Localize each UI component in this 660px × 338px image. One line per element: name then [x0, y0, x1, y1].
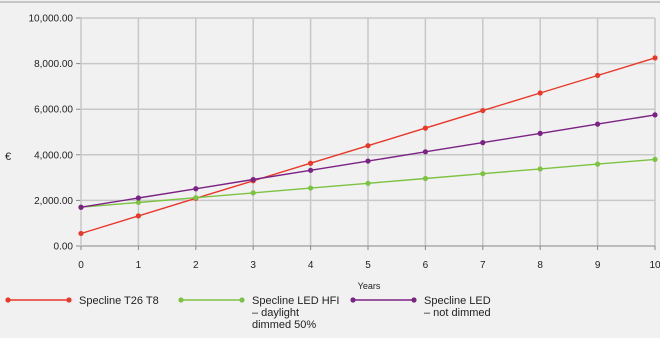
data-point: [135, 213, 141, 219]
x-tick-labels: 0 1 2 3 4 5 6 7 8 9 10: [78, 260, 660, 271]
x-tick-label: 3: [250, 260, 256, 271]
y-tick-label: 0.00: [54, 242, 74, 253]
x-tick-label: 9: [595, 260, 601, 271]
legend-label: dimmed 50%: [252, 319, 316, 331]
data-point: [480, 107, 486, 114]
legend-label: – daylight: [252, 307, 299, 319]
data-point: [308, 160, 314, 166]
legend-label: Specline LED: [424, 295, 491, 307]
x-tick-label: 10: [649, 260, 660, 271]
legend-label: Specline LED HFI: [252, 295, 339, 307]
x-tick-label: 2: [193, 260, 199, 271]
x-tick-label: 6: [423, 260, 429, 271]
data-point: [250, 176, 256, 183]
series-layer: [78, 55, 658, 237]
data-point: [365, 158, 371, 164]
legend-swatch-dot: [178, 297, 184, 303]
data-point: [365, 143, 371, 149]
legend-swatch-dot: [411, 297, 417, 303]
legend-label: Specline T26 T8: [79, 295, 159, 307]
data-point: [422, 175, 428, 182]
data-point: [595, 121, 601, 127]
legend-label: – not dimmed: [424, 307, 491, 319]
legend-swatch-dot: [5, 297, 11, 303]
data-point: [652, 156, 658, 162]
data-point: [135, 199, 141, 206]
data-point: [78, 204, 84, 210]
x-tick-label: 1: [136, 260, 142, 271]
x-tick-label: 8: [537, 260, 543, 271]
series-3: [78, 112, 658, 210]
data-point: [480, 140, 486, 146]
data-point: [422, 125, 428, 131]
data-point: [365, 180, 371, 186]
x-tick-label: 0: [78, 260, 84, 271]
legend-swatch-dot: [239, 297, 245, 303]
data-point: [595, 72, 601, 79]
legend-swatch-dot: [350, 297, 356, 303]
axes: [76, 17, 656, 250]
data-point: [135, 195, 141, 201]
data-point: [537, 90, 543, 96]
legend-item: Specline LED– not dimmed: [350, 295, 491, 319]
data-point: [595, 161, 601, 167]
x-tick-label: 7: [480, 260, 486, 271]
y-axis-title: €: [5, 151, 11, 163]
legend-swatch-dot: [66, 297, 72, 303]
data-point: [537, 130, 543, 136]
data-point: [308, 167, 314, 173]
data-point: [250, 190, 256, 196]
legend: Specline T26 T8 Specline LED HFI– dayligh…: [5, 295, 491, 331]
data-point: [422, 149, 428, 155]
data-point: [652, 55, 658, 61]
data-point: [480, 171, 486, 177]
data-point: [652, 112, 658, 118]
data-point: [193, 195, 199, 201]
y-tick-label: 4,000.00: [34, 150, 73, 161]
data-point: [537, 166, 543, 172]
y-tick-label: 8,000.00: [34, 59, 73, 70]
data-point: [78, 230, 84, 237]
grid: [81, 17, 656, 246]
x-axis-title: Years: [358, 281, 381, 291]
y-tick-label: 2,000.00: [34, 196, 73, 207]
data-point: [193, 186, 199, 192]
x-tick-label: 5: [365, 260, 371, 271]
data-point: [308, 185, 314, 191]
y-tick-labels: 0.00 2,000.00 4,000.00 6,000.00 8,000.00 10,0…: [29, 14, 74, 253]
x-tick-label: 4: [308, 260, 314, 271]
y-tick-label: 6,000.00: [34, 105, 73, 116]
legend-item: Specline T26 T8: [5, 295, 159, 307]
y-tick-label: 10,000.00: [29, 14, 74, 25]
